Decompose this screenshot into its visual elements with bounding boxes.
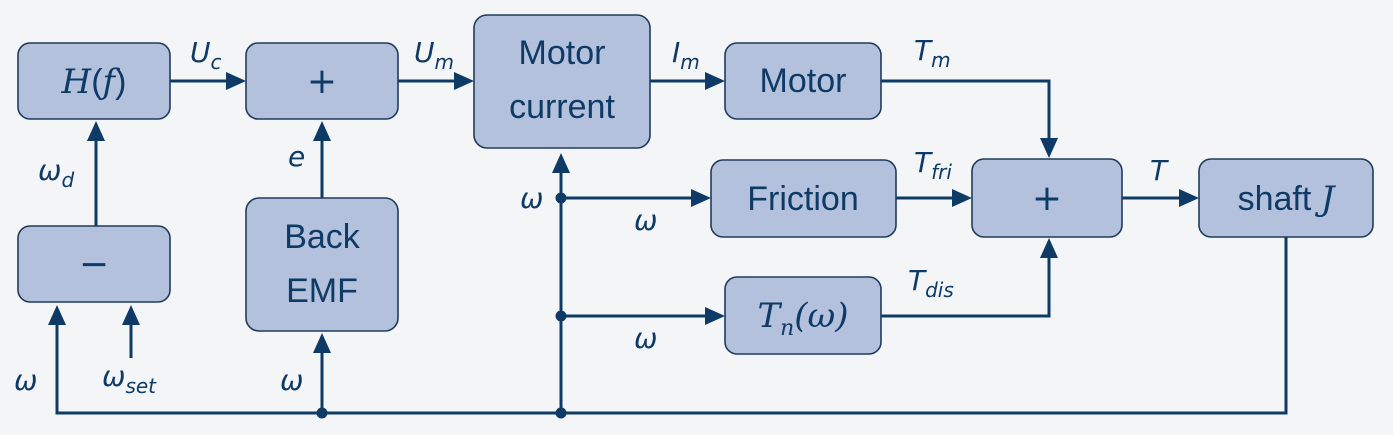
block-motor-current: Motor current	[473, 14, 651, 149]
block-hf-open: (	[91, 63, 103, 101]
wire-tm	[881, 79, 1051, 141]
label-tm: Tm	[914, 34, 951, 72]
label-omega-mc-tap: ω	[520, 182, 543, 215]
block-tn-sub: n	[780, 316, 794, 341]
block-hf: H(f)	[17, 42, 171, 120]
block-minus-label: −	[79, 244, 109, 285]
label-omega-emf-in: ω	[280, 364, 303, 397]
arrowhead-omega-set	[122, 305, 140, 325]
block-hf-main: H	[61, 62, 93, 102]
arrowhead-omega-emf	[313, 333, 331, 353]
label-im: Im	[672, 36, 700, 74]
block-shaft: shaft J	[1198, 158, 1374, 238]
block-tn-arg: (ω)	[794, 296, 848, 336]
block-sum1-label: +	[307, 61, 337, 102]
block-back-emf: Back EMF	[245, 197, 399, 332]
block-sum1: +	[245, 42, 399, 120]
block-back-emf-box	[245, 197, 399, 332]
block-friction-label: Friction	[747, 180, 858, 218]
block-shaft-text: shaft	[1238, 180, 1312, 218]
block-tn-main: T	[757, 296, 782, 336]
block-sum2-label: +	[1032, 178, 1062, 219]
block-motor-current-line2: current	[509, 88, 615, 126]
label-uc: Uc	[190, 36, 222, 74]
junction-dot	[555, 407, 567, 419]
label-omega-set: ωset	[102, 360, 157, 398]
block-motor-box	[724, 42, 882, 120]
block-motor: Motor	[724, 42, 882, 120]
wire-tdis	[881, 257, 1051, 318]
wires	[55, 79, 1288, 415]
label-omega-minus-in: ω	[14, 364, 37, 397]
block-motor-current-line1: Motor	[519, 34, 606, 72]
label-tfri: Tfri	[914, 146, 952, 184]
block-friction-box	[710, 159, 897, 238]
label-t: T	[1150, 154, 1169, 187]
block-hf-close: )	[115, 63, 126, 101]
block-back-emf-line2: EMF	[286, 272, 358, 310]
label-omega-d: ωd	[38, 154, 74, 192]
block-minus-box	[17, 225, 171, 303]
junction-dot	[555, 192, 567, 204]
block-minus: −	[17, 225, 171, 303]
junctions	[316, 192, 567, 419]
arrowhead-omega-minus	[48, 305, 66, 325]
label-e: e	[288, 140, 305, 173]
arrowhead-omega-tn	[705, 307, 725, 325]
label-um: Um	[414, 36, 454, 74]
arrowhead-im	[705, 72, 725, 90]
wire-feedback-loop	[55, 237, 1288, 415]
block-shaft-symbol: J	[1315, 179, 1337, 219]
block-hf-label: H(f)	[61, 62, 127, 102]
block-sum2: +	[971, 158, 1123, 238]
block-sum2-box	[971, 158, 1123, 238]
block-tn-box	[724, 276, 882, 355]
block-motor-current-box	[473, 14, 651, 149]
block-friction: Friction	[710, 159, 897, 238]
arrowhead-tdis	[1040, 238, 1058, 258]
block-shaft-label: shaft J	[1238, 179, 1337, 219]
arrowhead-omega-mc	[552, 153, 570, 173]
arrowhead-tm	[1040, 138, 1058, 158]
block-motor-label: Motor	[760, 62, 847, 100]
block-tn-label: Tn(ω)	[757, 296, 848, 341]
arrowhead-tfri	[952, 189, 972, 207]
arrowhead-t	[1179, 189, 1199, 207]
label-tdis: Tdis	[908, 264, 954, 302]
block-tn: Tn(ω)	[724, 276, 882, 355]
arrowheads	[48, 72, 1199, 353]
signal-labels: Uc Um Im Tm Tfri Tdis T ωd e ωset ω ω ω …	[14, 34, 1169, 398]
arrowhead-omega-d	[87, 121, 105, 141]
label-omega-tn-in: ω	[634, 322, 657, 355]
block-hf-box	[17, 42, 171, 120]
block-back-emf-line1: Back	[284, 218, 361, 256]
arrowhead-uc	[226, 72, 246, 90]
junction-dot	[316, 407, 328, 419]
block-shaft-box	[1198, 158, 1374, 238]
arrowhead-um	[454, 72, 474, 90]
junction-dot	[555, 310, 567, 322]
arrowhead-omega-friction	[691, 189, 711, 207]
arrowhead-e	[313, 121, 331, 141]
block-sum1-box	[245, 42, 399, 120]
label-omega-friction-in: ω	[634, 204, 657, 237]
